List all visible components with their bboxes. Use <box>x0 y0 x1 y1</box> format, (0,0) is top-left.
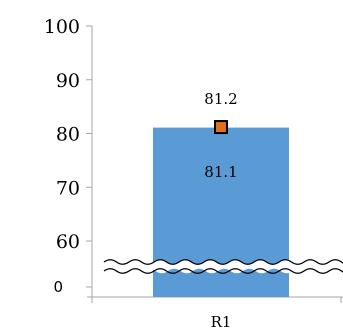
axis-break-line-bottom <box>103 268 343 274</box>
marker-label: 81.2 <box>204 90 237 108</box>
axis-break-line-top <box>103 259 343 265</box>
y-tick-label-break: 0 <box>53 278 63 296</box>
labels: 81.2 81.1 R1 <box>204 90 237 331</box>
y-tick-label: 100 <box>44 16 80 38</box>
y-tick-label: 60 <box>56 231 80 253</box>
y-axis: 60 70 80 90 100 0 <box>44 16 343 303</box>
y-tick-label: 70 <box>56 177 80 199</box>
category-label: R1 <box>211 313 232 331</box>
y-tick-label: 80 <box>56 124 80 146</box>
marker-point <box>214 120 228 135</box>
bar-value-label: 81.1 <box>204 163 237 181</box>
axis-break <box>93 259 343 274</box>
y-tick-label: 90 <box>56 70 80 92</box>
